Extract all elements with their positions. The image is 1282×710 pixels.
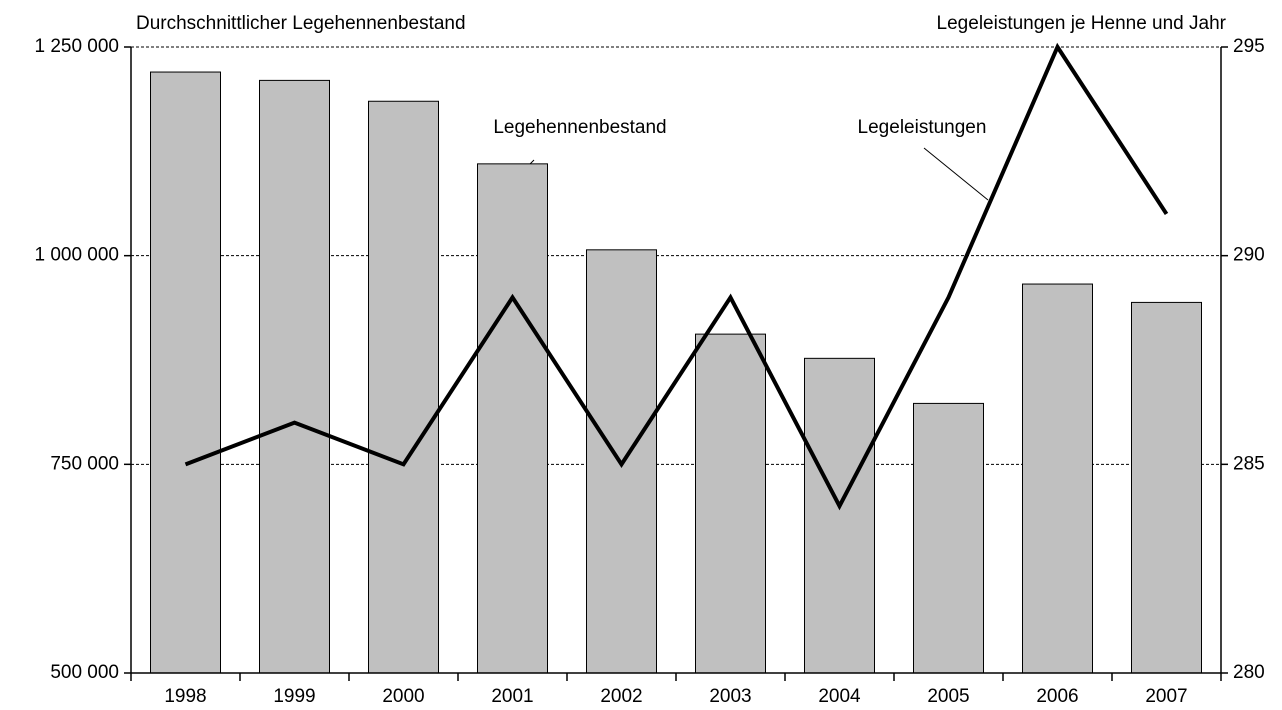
y2-axis-title: Legeleistungen je Henne und Jahr: [937, 13, 1227, 34]
leader-line: [923, 147, 989, 201]
bar: [259, 79, 330, 674]
x-tick-label: 2007: [1145, 686, 1187, 707]
series-label: Legehennenbestand: [493, 117, 666, 138]
y2-tick-label: 295: [1233, 36, 1265, 57]
x-tick-label: 1998: [164, 686, 206, 707]
y2-tick-label: 280: [1233, 662, 1265, 683]
bar: [1022, 283, 1093, 674]
x-tick-label: 2004: [818, 686, 861, 707]
y2-tick-label: 290: [1233, 245, 1265, 266]
x-tick-label: 2000: [382, 686, 424, 707]
bar: [804, 357, 875, 674]
bar: [150, 71, 221, 674]
x-tick-label: 2006: [1036, 686, 1078, 707]
y-tick-label: 500 000: [50, 662, 119, 683]
series-label: Legeleistungen: [858, 117, 987, 138]
x-tick-label: 2002: [600, 686, 642, 707]
y2-tick-label: 285: [1233, 453, 1265, 474]
x-tick-label: 2003: [709, 686, 751, 707]
line-series: [184, 42, 1169, 511]
y-tick-label: 1 250 000: [34, 36, 119, 57]
x-tick-label: 2005: [927, 686, 969, 707]
bar: [1131, 301, 1202, 674]
y-axis-title: Durchschnittlicher Legehennenbestand: [136, 13, 466, 34]
x-tick-label: 2001: [491, 686, 533, 707]
y-tick-label: 1 000 000: [34, 245, 119, 266]
bar: [368, 100, 439, 674]
y-tick-label: 750 000: [50, 453, 119, 474]
bar: [477, 163, 548, 674]
bar: [913, 402, 984, 674]
x-tick-label: 1999: [273, 686, 315, 707]
bar: [695, 333, 766, 674]
